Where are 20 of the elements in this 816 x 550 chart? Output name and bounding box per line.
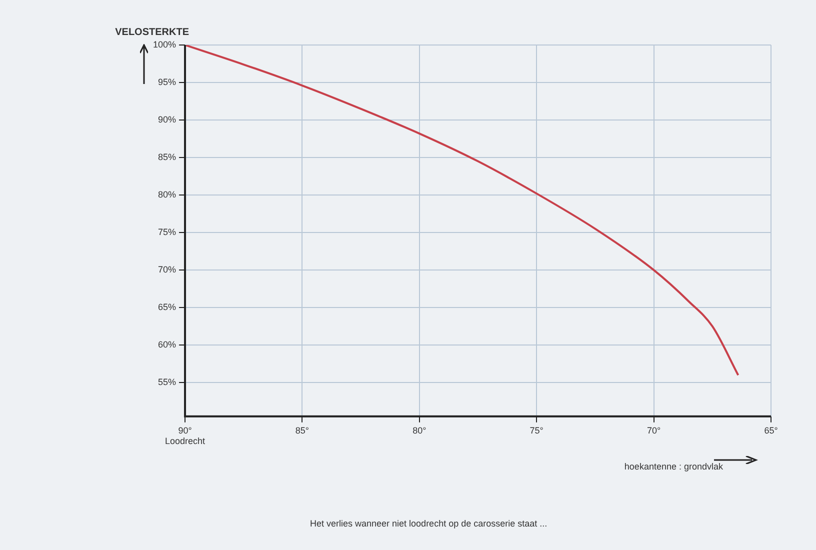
y-tick-label: 100% [152, 39, 176, 50]
y-tick-label: 55% [158, 377, 176, 388]
line-series [185, 45, 740, 376]
y-axis-title: VELOSTERKTE [115, 26, 190, 38]
x-tick-label: 85° [295, 425, 310, 436]
y-tick-label: 95% [158, 77, 176, 87]
text: Het verlies wanneer niet loodrecht op de carosserie staat ... [310, 518, 548, 528]
x-tick-label: 70° [646, 425, 661, 436]
y-tick-label: 85% [158, 152, 176, 162]
x-axis-title: hoekantenne : grondvlak [624, 461, 724, 472]
y-tick-label: 80% [158, 190, 176, 200]
y-tick-label: 65% [158, 302, 176, 312]
x-tick-label: 75° [530, 425, 544, 436]
y-tick-label: 60% [158, 340, 176, 350]
x-tick-label: 80° [412, 425, 427, 436]
x-tick-label: 65° [764, 425, 778, 436]
x-tick-label: 90° Loodrecht [165, 425, 206, 446]
y-tick-label: 70% [158, 264, 176, 275]
y-tick-label: 90% [158, 114, 176, 125]
y-tick-label: 75% [158, 227, 176, 238]
